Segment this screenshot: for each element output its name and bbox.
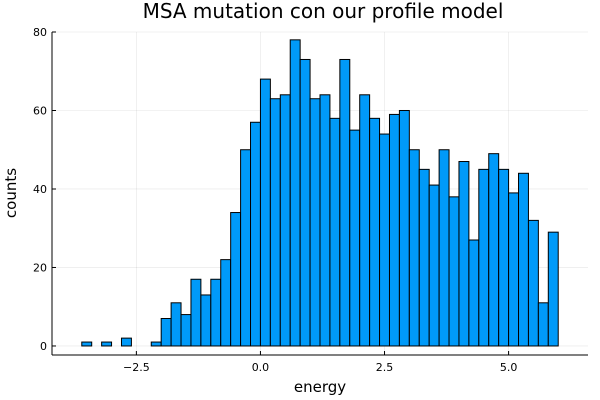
y-tick-label: 60 xyxy=(33,104,47,117)
x-axis-label: energy xyxy=(294,378,346,396)
histogram-bar xyxy=(101,341,113,347)
histogram-bar xyxy=(309,98,321,347)
y-axis-label: counts xyxy=(2,168,20,218)
x-tick-label: −2.5 xyxy=(123,361,150,374)
histogram-bar xyxy=(230,212,242,347)
histogram-bar xyxy=(349,129,361,347)
histogram-bar xyxy=(408,149,420,347)
histogram-bar xyxy=(329,117,341,347)
histogram-bar xyxy=(448,196,460,347)
histogram-bar xyxy=(150,341,162,347)
bars xyxy=(81,39,559,347)
histogram-bar xyxy=(508,192,520,347)
y-tick-label: 40 xyxy=(33,183,47,196)
histogram-bar xyxy=(180,314,192,347)
histogram-bar xyxy=(438,149,450,347)
histogram-bar xyxy=(379,133,390,347)
x-tick-label: 0.0 xyxy=(252,361,270,374)
histogram-bar xyxy=(369,117,381,347)
y-tick-label: 80 xyxy=(33,26,47,39)
histogram-bar xyxy=(488,153,500,347)
histogram-bar xyxy=(210,278,222,347)
histogram-bar xyxy=(547,231,559,347)
histogram-bar xyxy=(418,168,430,347)
histogram-bar xyxy=(498,168,510,347)
histogram-bar xyxy=(458,161,470,347)
y-ticks: 0 20 40 60 80 xyxy=(33,26,56,353)
histogram-bar xyxy=(220,259,232,347)
histogram-bar xyxy=(240,149,252,347)
histogram-bar xyxy=(269,98,281,347)
histogram-bar xyxy=(518,172,529,347)
histogram-bar xyxy=(170,302,182,347)
chart-title: MSA mutation con our profile model xyxy=(143,0,504,23)
histogram-bar xyxy=(339,58,351,347)
histogram-bar xyxy=(81,341,93,347)
y-tick-label: 20 xyxy=(33,261,47,274)
histogram-bar xyxy=(388,113,400,347)
histogram-bar xyxy=(398,109,410,347)
histogram-bar xyxy=(120,337,132,347)
histogram-bar xyxy=(160,318,172,347)
histogram-bar xyxy=(190,278,202,347)
histogram-bar xyxy=(527,219,539,347)
histogram-bar xyxy=(289,39,301,347)
histogram-bar xyxy=(200,294,212,347)
histogram-bar xyxy=(428,184,440,347)
axes xyxy=(51,32,588,356)
histogram-bar xyxy=(250,121,261,347)
histogram-bar xyxy=(537,302,549,347)
histogram-bar xyxy=(319,94,331,347)
histogram-bar xyxy=(259,78,271,347)
histogram-bar xyxy=(468,239,480,347)
x-ticks: −2.5 0.0 2.5 5.0 xyxy=(123,351,517,374)
histogram-bar xyxy=(279,94,291,347)
x-tick-label: 5.0 xyxy=(500,361,518,374)
histogram-bar xyxy=(299,58,311,347)
histogram-bar xyxy=(359,94,371,347)
x-tick-label: 2.5 xyxy=(376,361,394,374)
histogram-bar xyxy=(478,168,490,347)
y-tick-label: 0 xyxy=(40,340,47,353)
